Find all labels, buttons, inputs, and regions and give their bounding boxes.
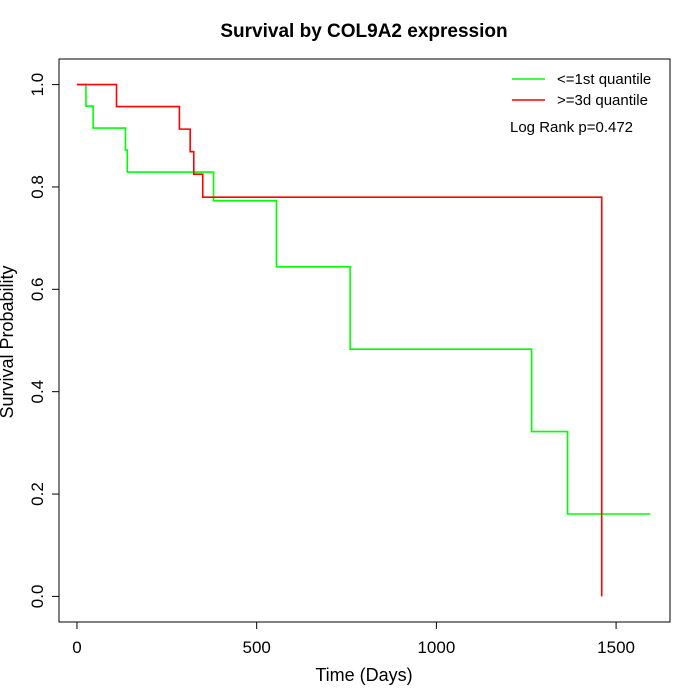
legend: <=1st quantile >=3d quantile [512, 71, 651, 109]
series-line-2 [76, 83, 603, 597]
y-tick-label: 0.8 [28, 175, 47, 199]
x-axis: 0 500 1000 1500 [72, 621, 635, 657]
x-tick-label: 0 [72, 638, 81, 657]
x-tick-label: 1500 [597, 638, 635, 657]
x-tick-label: 500 [242, 638, 270, 657]
series-line-1 [76, 83, 651, 515]
y-tick-label: 0.2 [28, 482, 47, 506]
chart-title: Survival by COL9A2 expression [220, 21, 507, 42]
series-layer [76, 83, 651, 597]
legend-label-1: <=1st quantile [557, 71, 651, 88]
y-tick-label: 0.6 [28, 277, 47, 301]
y-tick-label: 0.0 [28, 585, 47, 609]
legend-label-2: >=3d quantile [557, 92, 648, 109]
logrank-annotation: Log Rank p=0.472 [510, 119, 633, 136]
y-axis: 0.0 0.2 0.4 0.6 0.8 1.0 [28, 73, 60, 609]
y-tick-label: 0.4 [28, 380, 47, 404]
plot-frame [58, 58, 671, 623]
x-axis-label: Time (Days) [315, 665, 412, 685]
x-tick-label: 1000 [417, 638, 455, 657]
y-axis-label: Survival Probability [0, 265, 17, 418]
y-tick-label: 1.0 [28, 73, 47, 97]
